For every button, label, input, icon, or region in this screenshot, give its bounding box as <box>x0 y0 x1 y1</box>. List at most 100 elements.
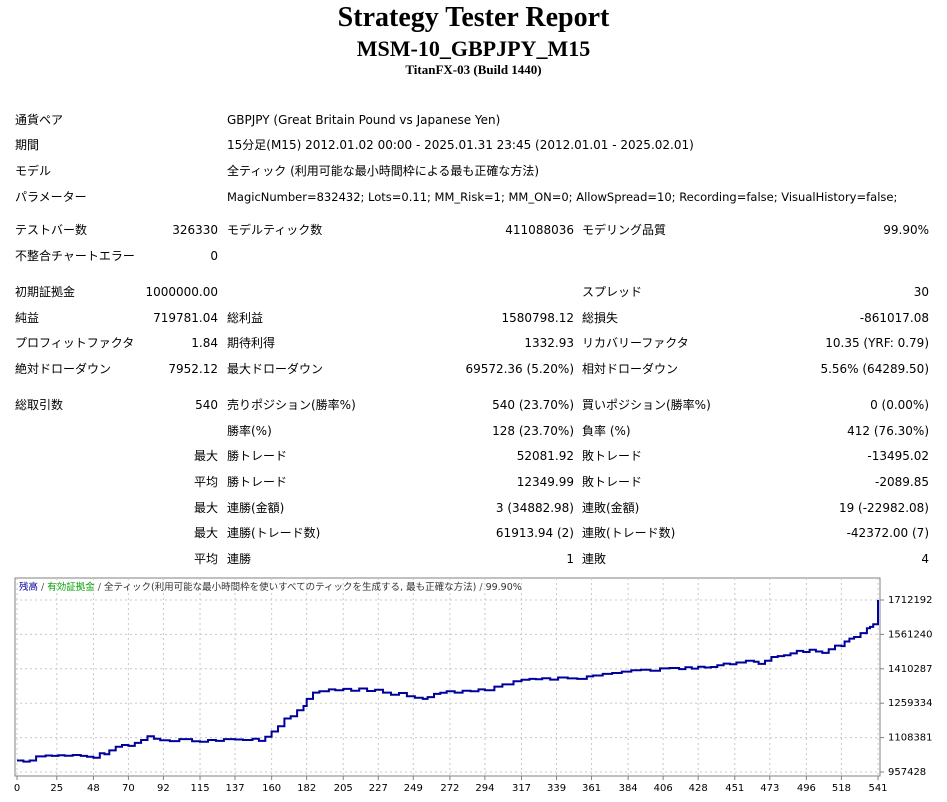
legend-quality: 99.90% <box>486 582 522 593</box>
maxconswin-label: 連勝(金額) <box>227 501 285 515</box>
x-tick-label: 48 <box>87 783 100 794</box>
avgwin-label: 勝トレード <box>227 475 288 489</box>
x-tick-label: 92 <box>157 783 170 794</box>
mismatch-label: 不整合チャートエラー <box>15 249 135 263</box>
maxloss-label: 敗トレード <box>582 449 643 463</box>
deposit-label: 初期証拠金 <box>15 285 76 299</box>
x-tick-label: 25 <box>50 783 63 794</box>
ea-name: MSM-10_GBPJPY_M15 <box>356 36 591 61</box>
grossprofit-value: 1580798.12 <box>501 311 574 325</box>
x-tick-label: 182 <box>297 783 316 794</box>
x-tick-label: 227 <box>369 783 388 794</box>
quality-label: モデリング品質 <box>582 223 667 237</box>
x-tick-label: 317 <box>512 783 531 794</box>
maxconswin-value: 3 (34882.98) <box>495 501 574 515</box>
symbol-label: 通貨ペア <box>15 113 64 127</box>
x-tick-label: 294 <box>475 783 494 794</box>
maxconsloss-value: 19 (-22982.08) <box>838 501 929 515</box>
long-value: 0 (0.00%) <box>870 398 929 412</box>
trades-label: 総取引数 <box>15 398 64 412</box>
x-tick-label: 137 <box>225 783 244 794</box>
params-label: パラメーター <box>15 190 87 204</box>
x-tick-label: 361 <box>582 783 601 794</box>
netprofit-label: 純益 <box>15 311 40 325</box>
params-value: MagicNumber=832432; Lots=0.11; MM_Risk=1… <box>227 190 898 204</box>
absdd-value: 7952.12 <box>168 362 218 376</box>
lossrate-label: 負率 (%) <box>582 424 631 438</box>
y-tick-label: 1259334 <box>888 698 933 709</box>
ticks-label: モデルティック数 <box>227 223 323 237</box>
winrate-label: 勝率(%) <box>227 424 272 438</box>
legend-model: 全ティック(利用可能な最小時間枠を使いすべてのティックを生成する, 最も正確な方… <box>104 581 476 593</box>
bars-value: 326330 <box>172 223 218 237</box>
short-label: 売りポジション(勝率%) <box>227 398 356 412</box>
x-tick-label: 496 <box>797 783 816 794</box>
rf-label: リカバリーファクタ <box>582 336 689 350</box>
pf-value: 1.84 <box>191 336 218 350</box>
x-tick-label: 473 <box>760 783 779 794</box>
maxconsprofit-value: 61913.94 (2) <box>495 526 574 540</box>
reldd-label: 相対ドローダウン <box>582 362 679 376</box>
max-prefix: 最大 <box>193 501 218 515</box>
symbol-value: GBPJPY (Great Britain Pound vs Japanese … <box>227 113 501 127</box>
avgloss-label: 敗トレード <box>582 475 643 489</box>
model-value: 全ティック (利用可能な最小時間枠による最も正確な方法) <box>227 164 540 178</box>
maxdd-value: 69572.36 (5.20%) <box>465 362 574 376</box>
x-tick-label: 0 <box>14 783 20 794</box>
deposit-value: 1000000.00 <box>145 285 218 299</box>
x-tick-label: 160 <box>262 783 281 794</box>
avg-prefix: 平均 <box>193 552 218 566</box>
chart-frame <box>14 577 881 777</box>
maxconsloss-label: 連敗(金額) <box>582 501 640 515</box>
x-tick-label: 115 <box>190 783 209 794</box>
expected-value: 1332.93 <box>524 336 574 350</box>
quality-value: 99.90% <box>883 223 929 237</box>
maxwin-label: 勝トレード <box>227 449 288 463</box>
mismatch-value: 0 <box>210 249 218 263</box>
avgwin-value: 12349.99 <box>516 475 574 489</box>
avgconswin-label: 連勝 <box>227 552 252 566</box>
server-build: TitanFX-03 (Build 1440) <box>405 62 542 77</box>
long-label: 買いポジション(勝率%) <box>582 398 711 412</box>
maxloss-value: -13495.02 <box>867 449 929 463</box>
period-value: 15分足(M15) 2012.01.02 00:00 - 2025.01.31 … <box>227 138 694 152</box>
legend-equity: 有効証拠金 <box>47 581 95 593</box>
winrate-value: 128 (23.70%) <box>492 424 574 438</box>
y-axis-ticks: 1712192 1561240 1410287 1259334 1108381 95742… <box>880 595 933 778</box>
lossrate-value: 412 (76.30%) <box>847 424 929 438</box>
x-tick-label: 272 <box>440 783 459 794</box>
avg-prefix: 平均 <box>193 475 218 489</box>
legend-balance: 残高 <box>19 581 38 593</box>
trades-value: 540 <box>195 398 218 412</box>
pf-label: プロフィットファクタ <box>15 336 135 350</box>
y-tick-label: 1410287 <box>888 664 933 675</box>
rf-value: 10.35 (YRF: 0.79) <box>825 336 929 350</box>
netprofit-value: 719781.04 <box>153 311 218 325</box>
x-tick-label: 541 <box>868 783 887 794</box>
x-tick-label: 451 <box>725 783 744 794</box>
chart-grid <box>15 578 880 776</box>
reldd-value: 5.56% (64289.50) <box>820 362 929 376</box>
bars-label: テストバー数 <box>15 223 88 237</box>
x-tick-label: 70 <box>122 783 135 794</box>
spread-label: スプレッド <box>582 285 643 299</box>
x-tick-label: 518 <box>832 783 851 794</box>
maxconsprofit-label: 連勝(トレード数) <box>227 526 321 540</box>
legend-text: 残高 / 有効証拠金 / 全ティック(利用可能な最小時間枠を使いすべてのティック… <box>19 581 522 593</box>
maxconslossamt-label: 連敗(トレード数) <box>582 526 676 540</box>
avgconsloss-value: 4 <box>921 552 929 566</box>
avgloss-value: -2089.85 <box>875 475 929 489</box>
avgconswin-value: 1 <box>566 552 574 566</box>
maxdd-label: 最大ドローダウン <box>227 362 324 376</box>
y-tick-label: 1712192 <box>888 595 933 606</box>
period-label: 期間 <box>15 138 40 152</box>
x-tick-label: 339 <box>547 783 566 794</box>
model-label: モデル <box>15 164 52 178</box>
y-tick-label: 1561240 <box>888 629 933 640</box>
y-tick-label: 957428 <box>888 767 926 778</box>
grossloss-label: 総損失 <box>582 311 619 325</box>
x-tick-label: 384 <box>619 783 638 794</box>
grossloss-value: -861017.08 <box>859 311 929 325</box>
balance-series-line <box>17 600 879 763</box>
